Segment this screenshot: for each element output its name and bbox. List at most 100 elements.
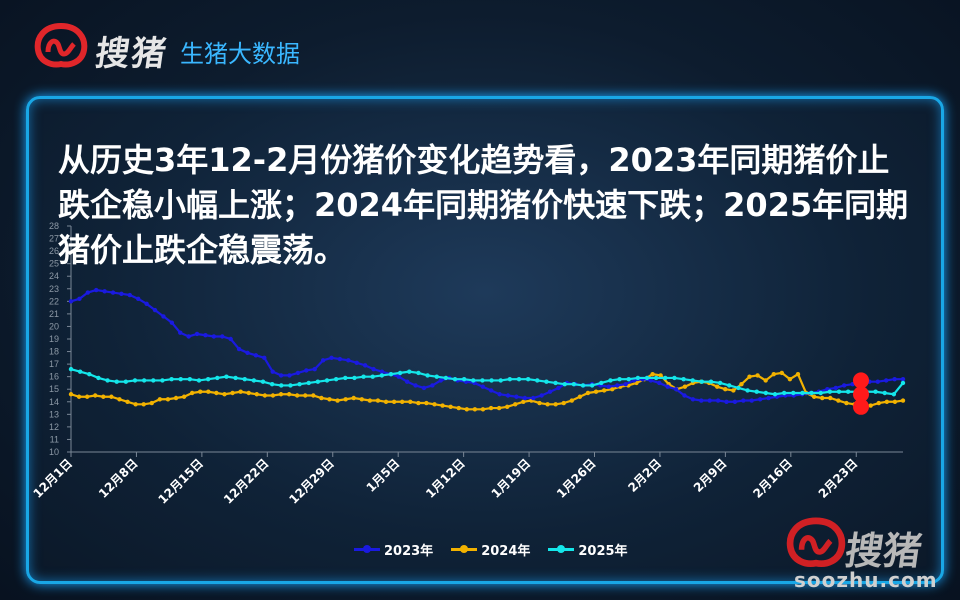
- data-point: [173, 395, 179, 401]
- data-point: [836, 398, 841, 403]
- data-point: [585, 390, 591, 396]
- highlight-point: [853, 372, 869, 389]
- y-tick-label: 16: [49, 372, 59, 382]
- data-point: [741, 398, 746, 403]
- data-point: [900, 376, 906, 382]
- data-point: [144, 301, 149, 307]
- data-point: [489, 378, 494, 383]
- highlight-layer: [853, 372, 869, 415]
- data-point: [270, 369, 275, 374]
- y-tick-label: 23: [49, 284, 59, 294]
- data-point: [653, 375, 659, 381]
- data-point: [251, 378, 257, 383]
- data-point: [352, 375, 357, 381]
- series-2024年: [68, 370, 906, 412]
- data-point: [497, 392, 502, 397]
- y-tick-label: 19: [49, 334, 59, 344]
- data-point: [304, 368, 309, 373]
- data-point: [399, 399, 405, 404]
- series-line: [70, 371, 904, 411]
- data-point: [346, 358, 351, 363]
- data-point: [690, 378, 695, 383]
- data-point: [580, 383, 586, 388]
- data-point: [844, 400, 849, 406]
- data-point: [489, 388, 494, 393]
- data-point: [114, 379, 119, 384]
- data-point: [233, 375, 238, 381]
- data-point: [488, 405, 494, 411]
- data-point: [379, 369, 385, 374]
- data-point: [327, 397, 332, 402]
- data-point: [900, 380, 906, 386]
- data-point: [553, 402, 558, 407]
- data-point: [416, 400, 421, 406]
- x-tick-label: 1月12日: [423, 456, 468, 501]
- data-point: [253, 353, 259, 358]
- data-point: [194, 331, 200, 337]
- data-point: [397, 370, 403, 376]
- data-point: [471, 378, 476, 383]
- data-point: [245, 350, 250, 356]
- data-point: [141, 378, 147, 383]
- x-tick-label: 12月8日: [96, 456, 141, 501]
- x-tick-label: 12月29日: [286, 456, 336, 506]
- data-point: [443, 375, 449, 381]
- data-point: [496, 405, 502, 411]
- data-point: [367, 398, 373, 403]
- data-point: [214, 390, 219, 396]
- data-point: [610, 387, 615, 392]
- data-point: [809, 390, 814, 396]
- data-point: [262, 393, 268, 398]
- data-point: [892, 399, 898, 404]
- data-point: [306, 380, 311, 386]
- data-point: [456, 405, 461, 411]
- watermark: 搜猪 soozhu.com: [786, 516, 956, 596]
- data-point: [715, 398, 721, 403]
- data-point: [708, 379, 714, 384]
- y-axis: 10 11 12 13 14 15 16 17 18 19 20 21 22 23 24 25 26 27 28: [49, 221, 72, 457]
- x-tick-label: 12月22日: [221, 456, 271, 506]
- data-point: [270, 393, 276, 398]
- data-point: [827, 389, 833, 394]
- data-point: [892, 376, 897, 382]
- data-point: [169, 320, 175, 325]
- data-point: [434, 374, 439, 379]
- data-point: [84, 394, 90, 399]
- data-point: [599, 380, 604, 386]
- y-tick-label: 21: [49, 309, 59, 319]
- data-point: [68, 299, 74, 304]
- data-point: [329, 355, 334, 361]
- data-point: [295, 370, 301, 376]
- y-tick-label: 25: [49, 259, 59, 269]
- data-point: [820, 395, 825, 401]
- data-point: [117, 397, 122, 402]
- data-point: [876, 400, 881, 406]
- data-point: [102, 289, 107, 294]
- x-tick-label: 2月16日: [750, 456, 795, 501]
- data-point: [836, 389, 842, 394]
- data-point: [196, 378, 202, 383]
- data-point: [178, 376, 183, 382]
- data-point: [452, 376, 458, 382]
- data-point: [278, 373, 284, 378]
- data-point: [516, 376, 522, 382]
- data-point: [149, 400, 154, 406]
- data-point: [811, 394, 817, 399]
- data-point: [151, 378, 156, 383]
- legend-label-2025: 2025年: [578, 544, 628, 559]
- data-point: [658, 373, 663, 378]
- data-point: [287, 373, 292, 378]
- data-point: [161, 314, 166, 319]
- data-point: [242, 376, 247, 382]
- highlight-point: [853, 386, 869, 403]
- y-tick-label: 12: [49, 422, 59, 432]
- data-point: [665, 384, 670, 389]
- y-tick-label: 17: [49, 359, 59, 369]
- data-point: [845, 389, 851, 394]
- data-point: [757, 397, 763, 402]
- data-point: [682, 384, 688, 389]
- data-point: [215, 375, 220, 381]
- data-point: [699, 379, 705, 384]
- data-point: [181, 394, 187, 399]
- data-point: [525, 376, 531, 382]
